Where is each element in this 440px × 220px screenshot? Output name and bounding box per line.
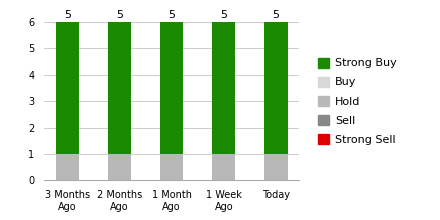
Bar <box>264 22 288 154</box>
Bar <box>55 154 79 180</box>
Bar <box>160 22 183 154</box>
Legend: Strong Buy, Buy, Hold, Sell, Strong Sell: Strong Buy, Buy, Hold, Sell, Strong Sell <box>318 58 397 145</box>
Bar <box>108 154 131 180</box>
Bar <box>264 154 288 180</box>
Bar <box>160 154 183 180</box>
Text: 5: 5 <box>220 10 227 20</box>
Text: 5: 5 <box>64 10 71 20</box>
Bar <box>108 22 131 154</box>
Text: 5: 5 <box>116 10 123 20</box>
Text: 5: 5 <box>168 10 175 20</box>
Bar <box>55 22 79 154</box>
Bar <box>212 22 235 154</box>
Text: 5: 5 <box>272 10 279 20</box>
Bar <box>212 154 235 180</box>
